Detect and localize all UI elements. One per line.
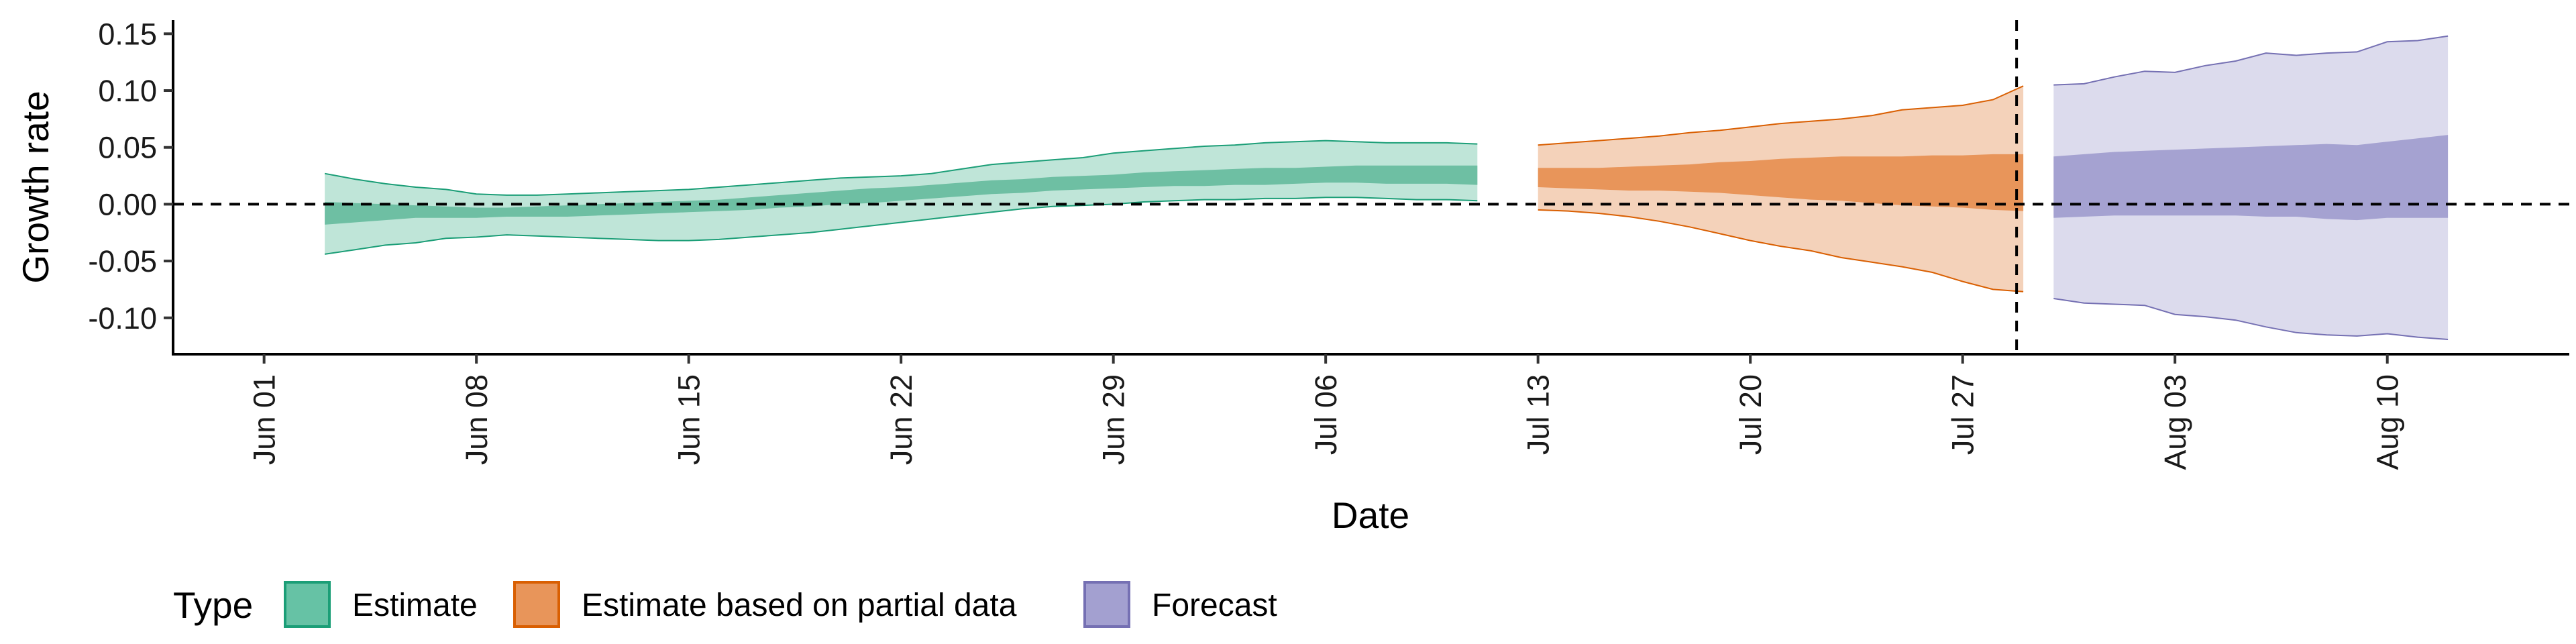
y-tick-label: 0.05 — [98, 131, 157, 165]
y-tick-label: 0.00 — [98, 187, 157, 221]
upper-bound-line — [2053, 35, 2449, 86]
legend-key — [284, 581, 331, 628]
upper-bound-line — [1538, 85, 2024, 146]
y-tick-label: -0.05 — [88, 244, 157, 278]
interval-50-band — [1538, 154, 2024, 211]
x-ticks: Jun 01 Jun 08 Jun 15 Jun 22 Jun 29 Jul 06 Jul … — [248, 354, 2405, 470]
x-axis-title: Date — [1332, 494, 1409, 536]
y-ticks: 0.15 0.10 0.05 0.00 -0.05 -0.10 — [88, 17, 173, 335]
reference-lines — [173, 20, 2569, 354]
x-tick-label: Jul 13 — [1521, 374, 1556, 455]
upper-bound-line — [324, 140, 1478, 196]
legend-label: Estimate — [352, 588, 478, 623]
interval-50-band — [2053, 135, 2449, 221]
legend-label: Estimate based on partial data — [582, 588, 1017, 623]
legend-item: Estimate based on partial data — [513, 581, 1017, 628]
y-tick-label: 0.10 — [98, 74, 157, 108]
lower-bound-line — [324, 197, 1478, 255]
legend-key — [1083, 581, 1130, 628]
x-tick-label: Jun 22 — [884, 374, 918, 465]
series-2 — [1538, 85, 2024, 292]
axes: 0.150.100.050.00-0.05-0.10 Jun 01 Jun 08 J… — [88, 17, 2569, 470]
x-tick-label: Jun 15 — [672, 374, 706, 465]
legend-title: Type — [173, 584, 253, 626]
x-tick-label: Jun 01 — [248, 374, 282, 465]
x-tick-label: Jun 29 — [1097, 374, 1131, 465]
lower-bound-line — [1538, 209, 2024, 292]
legend-item: Estimate — [284, 581, 478, 628]
x-tick-label: Jun 08 — [460, 374, 494, 465]
legend-key — [513, 581, 560, 628]
interval-50-band — [325, 165, 1478, 225]
series-1 — [324, 140, 1478, 255]
x-tick-label: Jul 20 — [1733, 374, 1768, 455]
series-bands — [324, 35, 2449, 340]
lower-bound-line — [2053, 298, 2449, 340]
legend-item: Forecast — [1083, 581, 1277, 628]
y-axis-title: Growth rate — [15, 91, 56, 283]
y-tick-label: 0.15 — [98, 17, 157, 51]
x-tick-label: Aug 10 — [2371, 374, 2405, 470]
legend-label: Forecast — [1152, 588, 1277, 623]
x-tick-label: Jul 06 — [1309, 374, 1343, 455]
y-tick-label: -0.10 — [88, 301, 157, 335]
legend: Type Estimate Estimate based on partial d… — [173, 581, 1277, 628]
x-tick-label: Aug 03 — [2158, 374, 2192, 470]
series-3 — [2053, 35, 2449, 340]
x-tick-label: Jul 27 — [1946, 374, 1980, 455]
